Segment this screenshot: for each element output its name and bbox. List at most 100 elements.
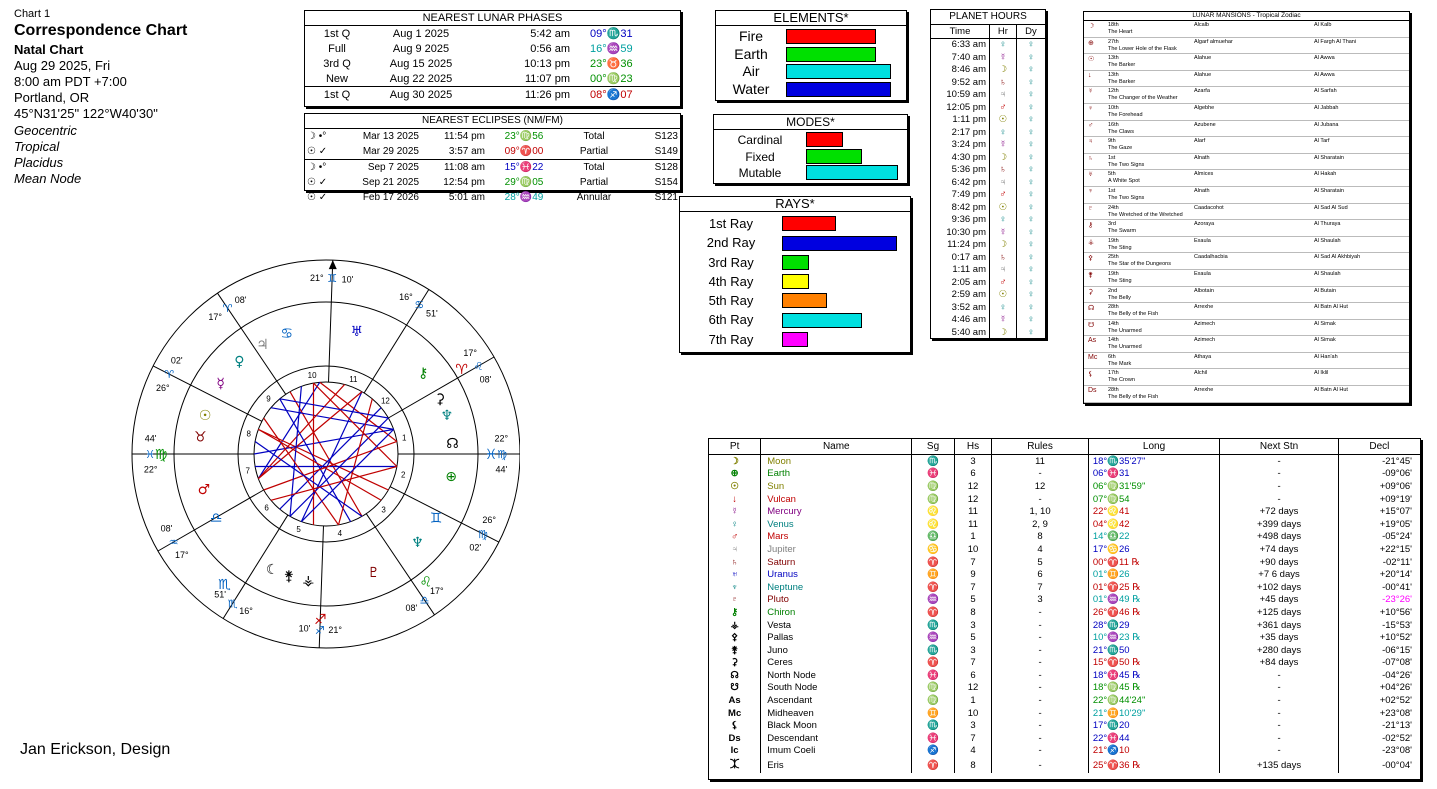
day-ruler: ♀ (1027, 164, 1035, 176)
mansion-meaning: The Gaze (1108, 145, 1133, 152)
lunar-phase-row: 3rd Q Aug 15 2025 10:13 pm 23°♉36 (305, 56, 680, 71)
planet-hour-row: 8:42 pm ☉ ♀ (931, 201, 1045, 214)
mansion-arabic-name: Al Shaulah (1314, 270, 1341, 277)
planet-hour-row: 3:24 pm ☿ ♀ (931, 138, 1045, 151)
planet-hour-row: 1:11 am ♃ ♀ (931, 263, 1045, 276)
cusp-degree: 22° (144, 464, 158, 474)
planet-rules: - (991, 719, 1089, 733)
ray-label: 2nd Ray (706, 235, 756, 251)
mansion-arabic-name: Al Awwa (1314, 55, 1335, 62)
hour-time: 7:49 pm (931, 188, 990, 201)
planet-hours-col-header: Hr (989, 25, 1017, 39)
planet-longitude: 21°♐10 (1088, 744, 1221, 758)
planet-name: Mercury (760, 505, 913, 518)
ray-row: 6th Ray (680, 310, 910, 329)
planet-rules: 4 (991, 543, 1089, 556)
cusp-sign-icon: ♍ (497, 448, 507, 461)
planet-declination: -04°26' (1382, 669, 1412, 681)
hour-time: 6:42 pm (931, 176, 990, 189)
planet-glyph-icon: ♋ (280, 326, 293, 342)
planet-declination: -09°06' (1382, 468, 1412, 480)
planet-row: ♂ Mars ♎ 1 8 14°♎22 +498 days -05°24' (709, 530, 1420, 544)
mansion-number: 9th (1108, 138, 1116, 145)
planet-house: 5 (954, 593, 993, 607)
planet-hour-row: 6:42 pm ♃ ♀ (931, 176, 1045, 189)
eclipse-row: ☽ •° Mar 13 2025 11:54 pm 23°♍56 Total S123 (305, 129, 680, 144)
planet-sign: ♏ (911, 454, 955, 468)
mansion-meaning: The Crown (1108, 377, 1135, 384)
planet-glyph: ♃ (709, 543, 762, 556)
ray-label: 4th Ray (708, 273, 754, 289)
planet-house: 12 (954, 480, 993, 493)
cusp-degree: 22° (495, 434, 509, 444)
mansion-latin-name: Azimech (1194, 320, 1216, 327)
planet-row: ☊ North Node ♓ 6-18°♓45 ℞ - -04°26' (709, 669, 1420, 682)
planet-glyph: Ic (709, 744, 762, 758)
planet-declination: -02°11' (1382, 556, 1412, 568)
mansion-glyph: ♃ (1088, 138, 1094, 146)
aspect-line (270, 465, 398, 501)
planet-row: ⯰ Eris ♈ 8-25°♈36 ℞ +135 days -00°04' (709, 757, 1420, 774)
planet-longitude: 22°♍44'24" (1088, 694, 1221, 707)
mansion-meaning: The Two Signs (1108, 161, 1145, 168)
eclipse-kind: Partial (579, 177, 609, 188)
mansion-glyph: ☊ (1088, 305, 1095, 313)
planet-hour-row: 0:17 am ♄ ♀ (931, 251, 1045, 264)
mansion-arabic-name: Al Sharatain (1314, 154, 1344, 161)
planet-declination: +22°15' (1379, 543, 1412, 555)
cusp-minutes: 02' (469, 542, 481, 552)
hour-time: 6:33 am (931, 38, 990, 51)
mansion-meaning: The Changer of the Weather (1108, 95, 1178, 102)
planet-name: Ceres (760, 656, 913, 670)
planet-sign: ♈ (911, 656, 955, 670)
mansion-row: ♇ 24th Caadacohot Al Sad Al Sud The Wretched… (1084, 204, 1409, 221)
eclipse-row: ☉ ✓ Sep 21 2025 12:54 pm 29°♍05 Partial S154 (305, 175, 680, 190)
mansion-latin-name: Azarfa (1194, 88, 1210, 95)
planet-table-col-header: Hs (954, 439, 993, 455)
planet-declination: +15°07' (1379, 506, 1412, 518)
eclipse-row: ☽ •° Sep 7 2025 11:08 am 15°♓22 Total S128 (305, 159, 680, 176)
planet-glyph: As (709, 694, 762, 707)
planet-name: Midheaven (760, 706, 913, 720)
mansion-latin-name: Exaula (1194, 270, 1211, 277)
day-ruler: ♀ (1027, 226, 1035, 238)
planet-next-station: +90 days (1219, 555, 1339, 569)
planet-rules: - (991, 694, 1089, 707)
hour-ruler: ☉ (989, 288, 1017, 301)
aspect-line (289, 417, 389, 517)
planet-sign: ♍ (911, 492, 955, 506)
mansion-number: 28th (1108, 387, 1119, 394)
mansion-meaning: The Heart (1108, 29, 1133, 35)
chart-number: Chart 1 (14, 8, 51, 20)
midheaven-arrow-icon (328, 260, 337, 270)
planet-glyph-icon: ⊕ (445, 469, 457, 485)
planet-row: ☽ Moon ♏ 3 11 18°♏35'27" - -21°45' (709, 454, 1420, 468)
planet-name: Sun (760, 480, 913, 493)
planet-glyph-icon: ☊ (446, 436, 458, 452)
mansion-meaning: The Belly (1108, 294, 1131, 301)
planet-rules: - (991, 681, 1089, 695)
planet-glyph-icon: ♊ (430, 511, 443, 527)
planet-name: Moon (760, 454, 913, 468)
aspect-line (258, 428, 389, 491)
hour-time: 4:46 am (931, 313, 990, 326)
planet-glyph-icon: ♃ (256, 337, 269, 353)
planet-glyph-icon: ⚵ (284, 568, 294, 584)
cusp-degree: 17° (430, 586, 444, 596)
hour-ruler: ☽ (989, 151, 1017, 164)
day-ruler: ♀ (1027, 139, 1035, 151)
day-ruler: ♀ (1027, 289, 1035, 301)
planet-sign: ♊ (911, 706, 955, 720)
eclipse-position: 23°♍56 (504, 131, 544, 142)
planet-glyph-icon: ☾ (266, 562, 279, 578)
planet-hours-title: PLANET HOURS (931, 10, 1045, 25)
planet-table-col-header: Long (1088, 439, 1221, 455)
lunar-phases-panel: NEAREST LUNAR PHASES 1st Q Aug 1 2025 5:42… (304, 10, 681, 107)
planet-longitude: 06°♍31'59" (1088, 480, 1221, 493)
hour-ruler: ☽ (989, 63, 1017, 76)
planet-row: ☿ Mercury ♌ 11 1, 10 22°♌41 +72 days +15°07' (709, 505, 1420, 518)
birth-date: Aug 29 2025, Fri (14, 58, 111, 73)
planet-glyph: ⚵ (709, 643, 762, 657)
planet-hour-row: 4:30 pm ☽ ♀ (931, 151, 1045, 164)
planet-glyph: ☊ (709, 669, 762, 682)
